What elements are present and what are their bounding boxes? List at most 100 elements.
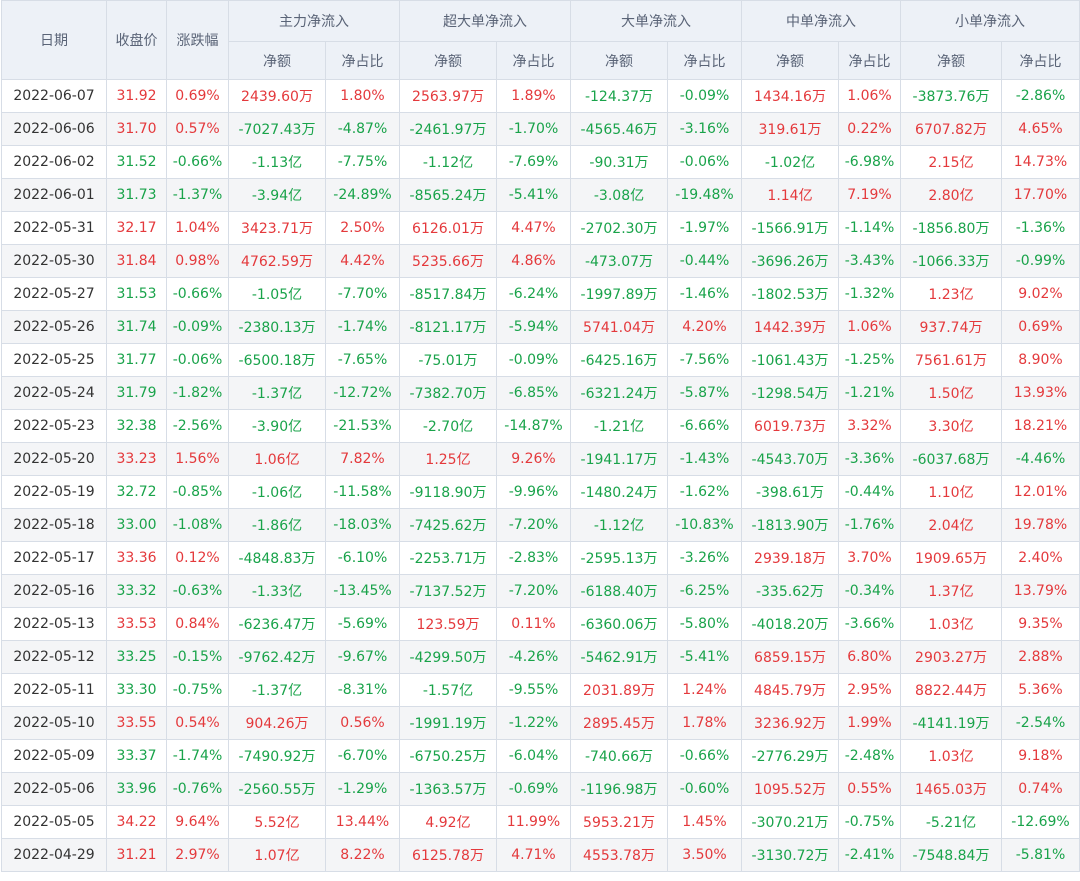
main-net-amount-cell: 3423.71万 (228, 211, 326, 245)
header-main-inflow: 主力净流入 (228, 0, 400, 42)
small-net-amount-cell: 6707.82万 (900, 112, 1002, 146)
super-large-net-amount-cell: -9118.90万 (399, 475, 497, 509)
super-large-net-ratio-cell: -5.94% (496, 310, 571, 344)
large-net-ratio-cell: 1.78% (667, 706, 742, 740)
table-row: 2022-05-20 33.23 1.56% 1.06亿 7.82% 1.25亿 9.26%… (1, 442, 1080, 476)
main-net-amount-cell: 2439.60万 (228, 79, 326, 113)
change-pct-cell: 9.64% (166, 805, 229, 839)
small-net-ratio-cell: 9.35% (1001, 607, 1080, 641)
main-net-ratio-cell: -11.58% (325, 475, 400, 509)
change-pct-cell: 0.98% (166, 244, 229, 278)
close-price-cell: 31.52 (106, 145, 167, 179)
main-net-amount-cell: -1.37亿 (228, 673, 326, 707)
small-net-ratio-cell: 0.74% (1001, 772, 1080, 806)
medium-net-ratio-cell: -1.32% (838, 277, 901, 311)
large-net-amount-cell: -2595.13万 (570, 541, 668, 575)
large-net-ratio-cell: 3.50% (667, 838, 742, 872)
large-net-amount-cell: -1997.89万 (570, 277, 668, 311)
date-cell: 2022-05-26 (1, 310, 107, 344)
main-net-amount-cell: 904.26万 (228, 706, 326, 740)
main-net-ratio-cell: 13.44% (325, 805, 400, 839)
header-change: 涨跌幅 (166, 0, 229, 80)
super-large-net-ratio-cell: -4.26% (496, 640, 571, 674)
close-price-cell: 31.21 (106, 838, 167, 872)
date-cell: 2022-05-06 (1, 772, 107, 806)
small-net-amount-cell: -1066.33万 (900, 244, 1002, 278)
small-net-ratio-cell: 4.65% (1001, 112, 1080, 146)
main-net-ratio-cell: -12.72% (325, 376, 400, 410)
close-price-cell: 31.73 (106, 178, 167, 212)
medium-net-ratio-cell: 6.80% (838, 640, 901, 674)
super-large-net-amount-cell: -4299.50万 (399, 640, 497, 674)
header-large-inflow: 大单净流入 (570, 0, 742, 42)
main-net-amount-cell: -1.13亿 (228, 145, 326, 179)
medium-net-ratio-cell: -0.44% (838, 475, 901, 509)
main-net-amount-cell: -2380.13万 (228, 310, 326, 344)
small-net-ratio-cell: 9.02% (1001, 277, 1080, 311)
super-large-net-amount-cell: -7137.52万 (399, 574, 497, 608)
small-net-amount-cell: 2.04亿 (900, 508, 1002, 542)
large-net-ratio-cell: -6.25% (667, 574, 742, 608)
small-net-amount-cell: 2903.27万 (900, 640, 1002, 674)
medium-net-amount-cell: -4543.70万 (741, 442, 839, 476)
super-large-net-ratio-cell: -0.69% (496, 772, 571, 806)
close-price-cell: 33.30 (106, 673, 167, 707)
large-net-ratio-cell: -0.44% (667, 244, 742, 278)
medium-net-ratio-cell: -0.34% (838, 574, 901, 608)
main-net-amount-cell: -7490.92万 (228, 739, 326, 773)
close-price-cell: 33.37 (106, 739, 167, 773)
medium-net-ratio-cell: -6.98% (838, 145, 901, 179)
super-large-net-ratio-cell: 4.47% (496, 211, 571, 245)
table-row: 2022-05-25 31.77 -0.06% -6500.18万 -7.65% -75.… (1, 343, 1080, 377)
super-large-net-amount-cell: -8565.24万 (399, 178, 497, 212)
medium-net-amount-cell: -335.62万 (741, 574, 839, 608)
close-price-cell: 31.74 (106, 310, 167, 344)
main-net-amount-cell: -1.06亿 (228, 475, 326, 509)
main-net-amount-cell: -2560.55万 (228, 772, 326, 806)
small-net-amount-cell: 1465.03万 (900, 772, 1002, 806)
small-net-amount-cell: 1.03亿 (900, 739, 1002, 773)
medium-net-ratio-cell: -3.36% (838, 442, 901, 476)
subheader-net-amount: 净额 (741, 41, 839, 80)
close-price-cell: 33.36 (106, 541, 167, 575)
date-cell: 2022-06-06 (1, 112, 107, 146)
large-net-amount-cell: -1196.98万 (570, 772, 668, 806)
main-net-amount-cell: -1.37亿 (228, 376, 326, 410)
main-net-ratio-cell: 8.22% (325, 838, 400, 872)
medium-net-amount-cell: -3696.26万 (741, 244, 839, 278)
super-large-net-amount-cell: -7382.70万 (399, 376, 497, 410)
super-large-net-amount-cell: -8517.84万 (399, 277, 497, 311)
date-cell: 2022-05-13 (1, 607, 107, 641)
small-net-ratio-cell: -12.69% (1001, 805, 1080, 839)
close-price-cell: 31.53 (106, 277, 167, 311)
large-net-amount-cell: -6188.40万 (570, 574, 668, 608)
close-price-cell: 34.22 (106, 805, 167, 839)
main-net-ratio-cell: 2.50% (325, 211, 400, 245)
large-net-amount-cell: -6360.06万 (570, 607, 668, 641)
main-net-ratio-cell: -7.65% (325, 343, 400, 377)
super-large-net-ratio-cell: -6.85% (496, 376, 571, 410)
small-net-ratio-cell: -0.99% (1001, 244, 1080, 278)
table-row: 2022-06-06 31.70 0.57% -7027.43万 -4.87% -2461… (1, 112, 1080, 146)
small-net-ratio-cell: 9.18% (1001, 739, 1080, 773)
close-price-cell: 32.17 (106, 211, 167, 245)
table-row: 2022-05-23 32.38 -2.56% -3.90亿 -21.53% -2.70亿… (1, 409, 1080, 443)
super-large-net-amount-cell: -6750.25万 (399, 739, 497, 773)
medium-net-ratio-cell: 1.99% (838, 706, 901, 740)
main-net-ratio-cell: 7.82% (325, 442, 400, 476)
super-large-net-ratio-cell: -9.55% (496, 673, 571, 707)
medium-net-ratio-cell: 0.55% (838, 772, 901, 806)
large-net-ratio-cell: -3.26% (667, 541, 742, 575)
super-large-net-ratio-cell: -7.69% (496, 145, 571, 179)
small-net-ratio-cell: 2.88% (1001, 640, 1080, 674)
medium-net-ratio-cell: 1.06% (838, 79, 901, 113)
large-net-amount-cell: -6425.16万 (570, 343, 668, 377)
large-net-ratio-cell: -19.48% (667, 178, 742, 212)
change-pct-cell: -0.06% (166, 343, 229, 377)
main-net-amount-cell: -4848.83万 (228, 541, 326, 575)
date-cell: 2022-04-29 (1, 838, 107, 872)
table-row: 2022-06-07 31.92 0.69% 2439.60万 1.80% 2563.97… (1, 79, 1080, 113)
change-pct-cell: -0.63% (166, 574, 229, 608)
subheader-net-amount: 净额 (570, 41, 668, 80)
medium-net-amount-cell: -4018.20万 (741, 607, 839, 641)
